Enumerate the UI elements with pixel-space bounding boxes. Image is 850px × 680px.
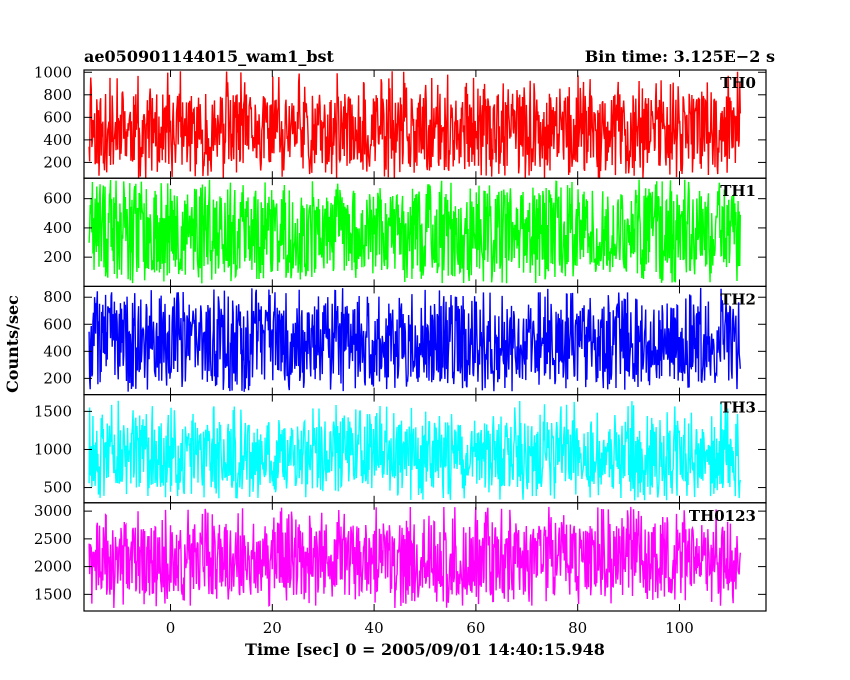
y-tick-label: 600: [43, 108, 72, 126]
panel-label: TH0: [720, 74, 756, 92]
y-tick-label: 1000: [34, 440, 72, 458]
y-tick-label: 600: [43, 315, 72, 333]
y-tick-label: 1000: [34, 63, 72, 81]
y-tick-label: 400: [43, 219, 72, 237]
panels-group: TH02004006008001000TH1200400600TH2200400…: [34, 63, 767, 637]
y-tick-label: 1500: [34, 402, 72, 420]
series-line-th1: [88, 179, 741, 284]
y-tick-label: 3000: [34, 502, 72, 520]
y-tick-label: 800: [43, 86, 72, 104]
x-tick-label: 60: [466, 619, 485, 637]
y-tick-label: 800: [43, 288, 72, 306]
panel-label: TH0123: [689, 507, 756, 525]
y-tick-label: 2000: [34, 558, 72, 576]
bin-time-label: Bin time: 3.125E−2 s: [585, 47, 775, 66]
series-line-th0: [88, 71, 741, 179]
series-line-th2: [88, 287, 741, 392]
y-tick-label: 200: [43, 369, 72, 387]
y-axis-label: Counts/sec: [3, 295, 22, 393]
x-tick-label: 100: [665, 619, 694, 637]
y-tick-label: 500: [43, 479, 72, 497]
y-tick-label: 200: [43, 153, 72, 171]
panel-label: TH1: [720, 182, 756, 200]
x-axis-label: Time [sec] 0 = 2005/09/01 14:40:15.948: [245, 640, 605, 659]
x-tick-label: 20: [263, 619, 282, 637]
series-line-th0123: [88, 506, 741, 608]
y-tick-label: 1500: [34, 585, 72, 603]
y-tick-label: 600: [43, 190, 72, 208]
chart-title: ae050901144015_wam1_bst: [84, 47, 335, 66]
x-tick-label: 40: [365, 619, 384, 637]
panel-label: TH2: [720, 290, 756, 308]
series-line-th3: [88, 400, 741, 501]
x-tick-label: 0: [166, 619, 176, 637]
y-tick-label: 400: [43, 342, 72, 360]
y-tick-label: 400: [43, 131, 72, 149]
panel-frame-th0123: [83, 502, 767, 612]
x-tick-label: 80: [568, 619, 587, 637]
panel-label: TH3: [720, 399, 756, 417]
y-tick-label: 2500: [34, 530, 72, 548]
y-tick-label: 200: [43, 248, 72, 266]
